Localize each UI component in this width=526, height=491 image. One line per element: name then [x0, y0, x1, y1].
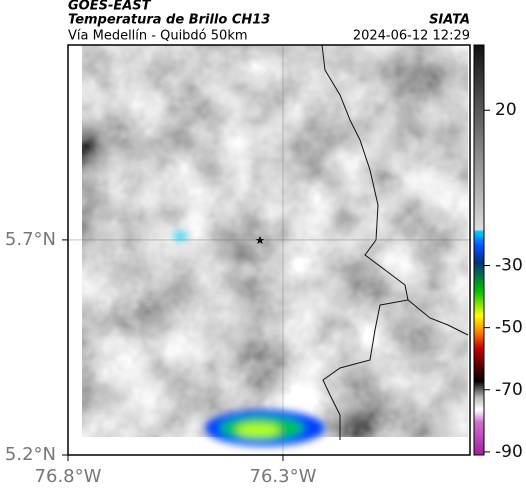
- x-tick-label: 76.3°W: [250, 466, 317, 487]
- source: SIATA: [429, 13, 470, 28]
- colorbar-tick-label: -30: [495, 256, 523, 276]
- datetime: 2024-06-12 12:29: [353, 29, 470, 44]
- colorbar-tick-label: -90: [495, 442, 523, 462]
- colorbar-tick-label: -70: [495, 380, 523, 400]
- subtitle: Temperatura de Brillo CH13: [68, 13, 270, 28]
- region: Vía Medellín - Quibdó 50km: [68, 29, 248, 44]
- y-tick-label: 5.2°N: [5, 444, 56, 465]
- title: GOES-EAST: [68, 0, 152, 14]
- colorbar: [473, 44, 485, 456]
- border: [407, 299, 469, 336]
- satellite-image: [82, 45, 468, 446]
- colorbar-tick-label: -50: [495, 318, 523, 338]
- map-frame: [67, 44, 471, 456]
- colorbar-tick-label: 20: [495, 100, 517, 120]
- x-tick-label: 76.8°W: [35, 466, 102, 487]
- y-tick-label: 5.7°N: [5, 229, 56, 250]
- border: [321, 44, 409, 440]
